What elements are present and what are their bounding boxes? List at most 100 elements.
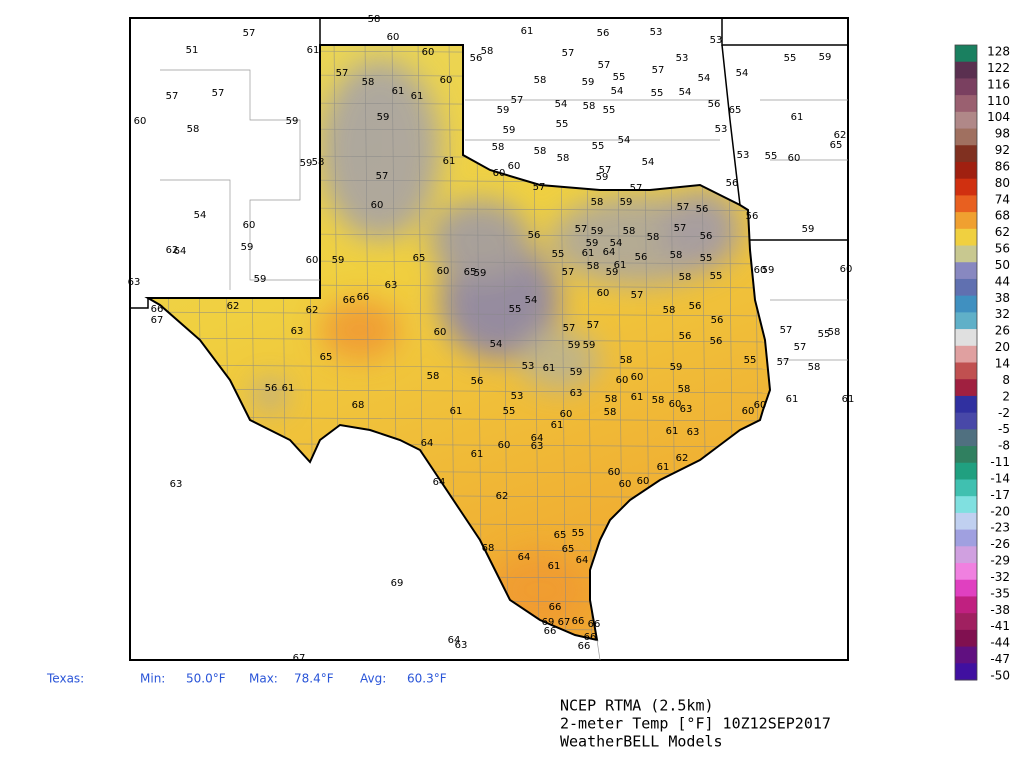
colorbar-segment <box>955 111 977 130</box>
station-value: 57 <box>631 290 644 301</box>
colorbar-tick-label: 8 <box>1002 373 1010 387</box>
station-value: 59 <box>620 197 633 208</box>
colorbar-tick-label: -47 <box>990 652 1010 666</box>
colorbar-segment <box>955 646 977 664</box>
station-value: 63 <box>531 441 544 452</box>
colorbar-segment <box>955 278 977 297</box>
colorbar-tick-label: -14 <box>990 471 1010 485</box>
station-value: 67 <box>558 617 571 628</box>
station-value: 53 <box>737 150 750 161</box>
station-value: 59 <box>802 224 815 235</box>
station-value: 54 <box>555 99 568 110</box>
station-value: 60 <box>243 220 256 231</box>
station-value: 56 <box>265 383 278 394</box>
station-value: 58 <box>828 327 841 338</box>
station-value: 57 <box>243 28 256 39</box>
station-value: 54 <box>618 135 631 146</box>
station-value: 63 <box>680 404 693 415</box>
station-value: 58 <box>620 355 633 366</box>
colorbar-tick-label: 98 <box>995 127 1010 141</box>
station-value: 54 <box>525 295 538 306</box>
colorbar-tick-label: 74 <box>995 192 1010 206</box>
station-value: 65 <box>413 253 426 264</box>
station-value: 64 <box>531 433 544 444</box>
colorbar-segment <box>955 295 977 313</box>
station-value: 64 <box>576 555 589 566</box>
station-value: 55 <box>509 304 522 315</box>
colorbar-segment <box>955 145 977 163</box>
station-value: 66 <box>578 641 591 652</box>
footer-title: NCEP RTMA (2.5km) <box>560 697 714 715</box>
station-value: 60 <box>619 479 632 490</box>
station-value: 68 <box>352 400 365 411</box>
station-value: 59 <box>586 238 599 249</box>
colorbar-tick-label: -38 <box>990 603 1010 617</box>
station-value: 57 <box>598 60 611 71</box>
station-value: 60 <box>498 440 511 451</box>
station-value: 60 <box>788 153 801 164</box>
station-value: 63 <box>385 280 398 291</box>
station-value: 53 <box>710 35 723 46</box>
station-value: 68 <box>482 543 495 554</box>
station-value: 69 <box>542 617 555 628</box>
station-value: 59 <box>286 116 299 127</box>
colorbar-segment <box>955 78 977 96</box>
station-value: 66 <box>343 295 356 306</box>
station-value: 60 <box>437 266 450 277</box>
station-value: 57 <box>794 342 807 353</box>
colorbar-tick-label: 86 <box>995 159 1010 173</box>
station-value: 63 <box>291 326 304 337</box>
station-value: 61 <box>631 392 644 403</box>
station-value: 63 <box>128 277 141 288</box>
station-value: 55 <box>651 88 664 99</box>
colorbar-tick-label: 62 <box>995 225 1010 239</box>
station-value: 61 <box>471 449 484 460</box>
station-value: 60 <box>669 399 682 410</box>
texas-border <box>144 44 772 642</box>
station-value: 60 <box>616 375 629 386</box>
station-value: 65 <box>320 352 333 363</box>
colorbar-tick-label: 104 <box>987 110 1010 124</box>
station-value: 64 <box>174 246 187 257</box>
station-value: 58 <box>534 75 547 86</box>
station-value: 53 <box>522 361 535 372</box>
station-value: 61 <box>786 394 799 405</box>
colorbar-segment <box>955 429 977 447</box>
station-value: 54 <box>610 238 623 249</box>
colorbar-tick-label: 92 <box>995 143 1010 157</box>
max-label: Max: <box>249 672 278 686</box>
station-value: 65 <box>830 140 843 151</box>
station-value: 59 <box>503 125 516 136</box>
colorbar-tick-label: -26 <box>990 537 1010 551</box>
colorbar-tick-label: 116 <box>987 77 1010 91</box>
station-value: 59 <box>582 77 595 88</box>
station-value: 60 <box>608 467 621 478</box>
station-value: 56 <box>710 336 723 347</box>
colorbar-tick-label: -17 <box>990 488 1010 502</box>
colorbar-tick-label: -41 <box>990 619 1010 633</box>
station-value: 56 <box>746 211 759 222</box>
station-value: 57 <box>587 320 600 331</box>
station-value: 65 <box>729 105 742 116</box>
station-value: 55 <box>818 329 831 340</box>
station-value: 59 <box>474 268 487 279</box>
station-value: 59 <box>300 158 313 169</box>
station-value: 59 <box>606 267 619 278</box>
colorbar-segment <box>955 262 977 280</box>
station-value: 57 <box>212 88 225 99</box>
station-value: 57 <box>599 165 612 176</box>
station-value: 61 <box>551 420 564 431</box>
colorbar-segment <box>955 161 977 180</box>
station-value: 66 <box>584 632 597 643</box>
station-value: 61 <box>521 26 534 37</box>
station-value: 58 <box>647 232 660 243</box>
station-value: 57 <box>575 224 588 235</box>
station-value: 65 <box>464 267 477 278</box>
colorbar-segment <box>955 228 977 247</box>
stats: Texas: Min: 50.0°F Max: 78.4°F Avg: 60.3… <box>46 672 447 686</box>
colorbar-tick-label: 56 <box>995 242 1010 256</box>
county-line <box>148 337 770 343</box>
colorbar-tick-label: -20 <box>990 504 1010 518</box>
minor-borders <box>160 69 848 661</box>
station-value: 61 <box>657 462 670 473</box>
